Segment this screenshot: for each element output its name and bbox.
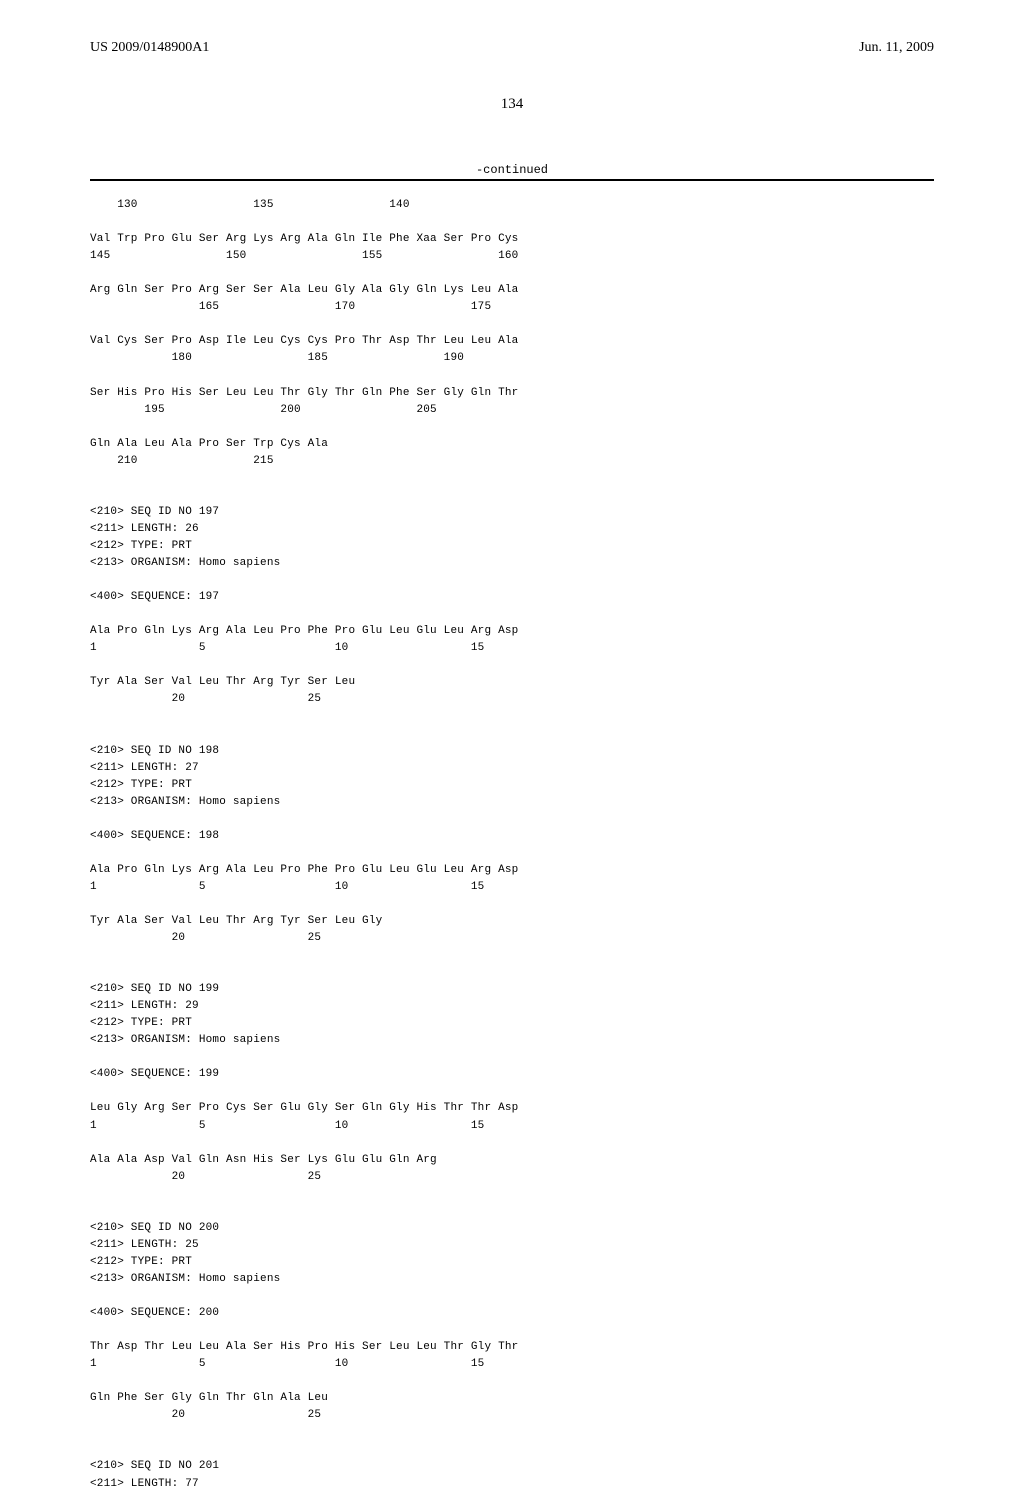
sequence-listing: 130 135 140 Val Trp Pro Glu Ser Arg Lys … <box>90 197 934 1493</box>
page-number: 134 <box>90 96 934 113</box>
section-rule <box>90 179 934 181</box>
document-header: US 2009/0148900A1 Jun. 11, 2009 <box>90 40 934 56</box>
continued-label: -continued <box>90 163 934 177</box>
publication-date: Jun. 11, 2009 <box>859 40 934 56</box>
publication-number: US 2009/0148900A1 <box>90 40 209 56</box>
